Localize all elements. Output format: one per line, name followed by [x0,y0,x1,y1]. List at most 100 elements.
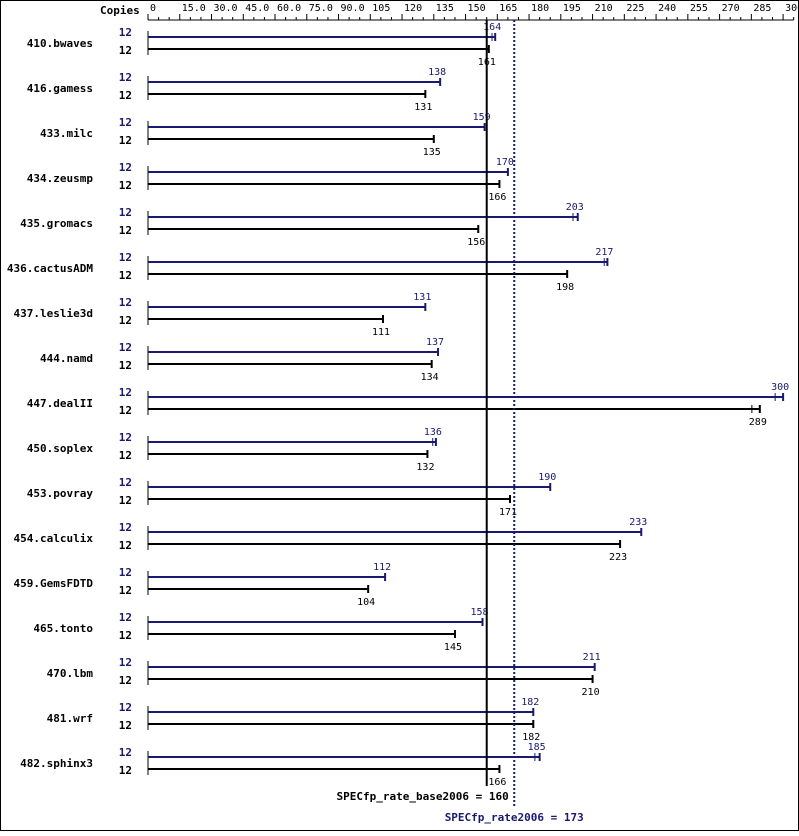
peak-copies-label: 12 [119,476,132,489]
benchmark-label: 416.gamess [27,82,93,95]
peak-value-label: 203 [566,202,584,213]
x-tick-label: 225 [626,3,644,14]
peak-copies-label: 12 [119,341,132,354]
base-copies-label: 12 [119,134,132,147]
x-tick-label: 0 [150,3,156,14]
copies-header: Copies [100,4,140,17]
base-copies-label: 12 [119,584,132,597]
bars: 410.bwaves1212164161416.gamess1212138131… [7,22,789,788]
x-tick-label: 300 [785,3,799,14]
benchmark-label: 459.GemsFDTD [14,577,94,590]
base-copies-label: 12 [119,539,132,552]
benchmark-label: 454.calculix [14,532,94,545]
peak-reference-label: SPECfp_rate2006 = 173 [445,811,584,824]
peak-copies-label: 12 [119,566,132,579]
x-tick-label: 285 [753,3,771,14]
peak-value-label: 217 [595,247,613,258]
base-reference-label: SPECfp_rate_base2006 = 160 [337,790,509,803]
base-value-label: 145 [444,642,462,653]
benchmark-label: 433.milc [40,127,93,140]
base-value-label: 131 [414,102,432,113]
base-copies-label: 12 [119,224,132,237]
peak-value-label: 211 [583,652,601,663]
peak-copies-label: 12 [119,116,132,129]
peak-copies-label: 12 [119,746,132,759]
peak-value-label: 158 [470,607,488,618]
peak-copies-label: 12 [119,251,132,264]
x-tick-label: 180 [531,3,549,14]
benchmark-label: 435.gromacs [20,217,93,230]
peak-value-label: 159 [473,112,491,123]
peak-value-label: 164 [483,22,501,33]
peak-value-label: 233 [629,517,647,528]
peak-value-label: 182 [521,697,539,708]
x-tick-label: 120 [404,3,422,14]
x-axis: 0 15.0 30.0 45.0 60.0 75.0 90.0 105 120 135 150 165… [147,3,799,21]
base-copies-label: 12 [119,179,132,192]
base-value-label: 210 [582,687,600,698]
peak-copies-label: 12 [119,386,132,399]
base-value-label: 198 [556,282,574,293]
base-copies-label: 12 [119,674,132,687]
x-tick-label: 75.0 [309,3,333,14]
x-tick-label: 240 [658,3,676,14]
peak-copies-label: 12 [119,26,132,39]
base-value-label: 223 [609,552,627,563]
x-tick-label: 135 [436,3,454,14]
base-copies-label: 12 [119,314,132,327]
x-tick-label: 90.0 [341,3,365,14]
benchmark-label: 434.zeusmp [27,172,94,185]
peak-copies-label: 12 [119,296,132,309]
benchmark-label: 437.leslie3d [14,307,93,320]
benchmark-label: 410.bwaves [27,37,93,50]
x-tick-label: 210 [595,3,613,14]
x-tick-label: 30.0 [214,3,238,14]
peak-copies-label: 12 [119,521,132,534]
peak-value-label: 112 [373,562,391,573]
base-copies-label: 12 [119,719,132,732]
benchmark-label: 482.sphinx3 [20,757,93,770]
x-tick-label: 270 [722,3,740,14]
peak-copies-label: 12 [119,431,132,444]
base-copies-label: 12 [119,269,132,282]
benchmark-label: 465.tonto [33,622,93,635]
base-copies-label: 12 [119,359,132,372]
base-value-label: 132 [416,462,434,473]
base-value-label: 135 [423,147,441,158]
base-copies-label: 12 [119,494,132,507]
base-value-label: 156 [467,237,485,248]
benchmark-label: 436.cactusADM [7,262,93,275]
peak-value-label: 185 [528,742,546,753]
base-copies-label: 12 [119,764,132,777]
x-tick-label: 150 [468,3,486,14]
peak-value-label: 136 [424,427,442,438]
benchmark-label: 447.dealII [27,397,93,410]
x-tick-label: 15.0 [182,3,206,14]
base-copies-label: 12 [119,404,132,417]
peak-value-label: 300 [771,382,789,393]
base-copies-label: 12 [119,89,132,102]
base-value-label: 166 [488,192,506,203]
benchmark-label: 444.namd [40,352,93,365]
x-tick-label: 60.0 [277,3,301,14]
benchmark-label: 450.soplex [27,442,94,455]
base-value-label: 166 [488,777,506,788]
peak-value-label: 137 [426,337,444,348]
base-value-label: 171 [499,507,517,518]
base-copies-label: 12 [119,449,132,462]
x-tick-label: 105 [372,3,390,14]
peak-value-label: 138 [428,67,446,78]
peak-value-label: 190 [538,472,556,483]
benchmark-label: 453.povray [27,487,94,500]
x-tick-label: 255 [690,3,708,14]
benchmark-label: 470.lbm [47,667,94,680]
base-value-label: 289 [749,417,767,428]
x-tick-label: 195 [563,3,581,14]
base-value-label: 134 [421,372,439,383]
peak-value-label: 131 [413,292,431,303]
peak-copies-label: 12 [119,161,132,174]
peak-copies-label: 12 [119,71,132,84]
base-copies-label: 12 [119,629,132,642]
